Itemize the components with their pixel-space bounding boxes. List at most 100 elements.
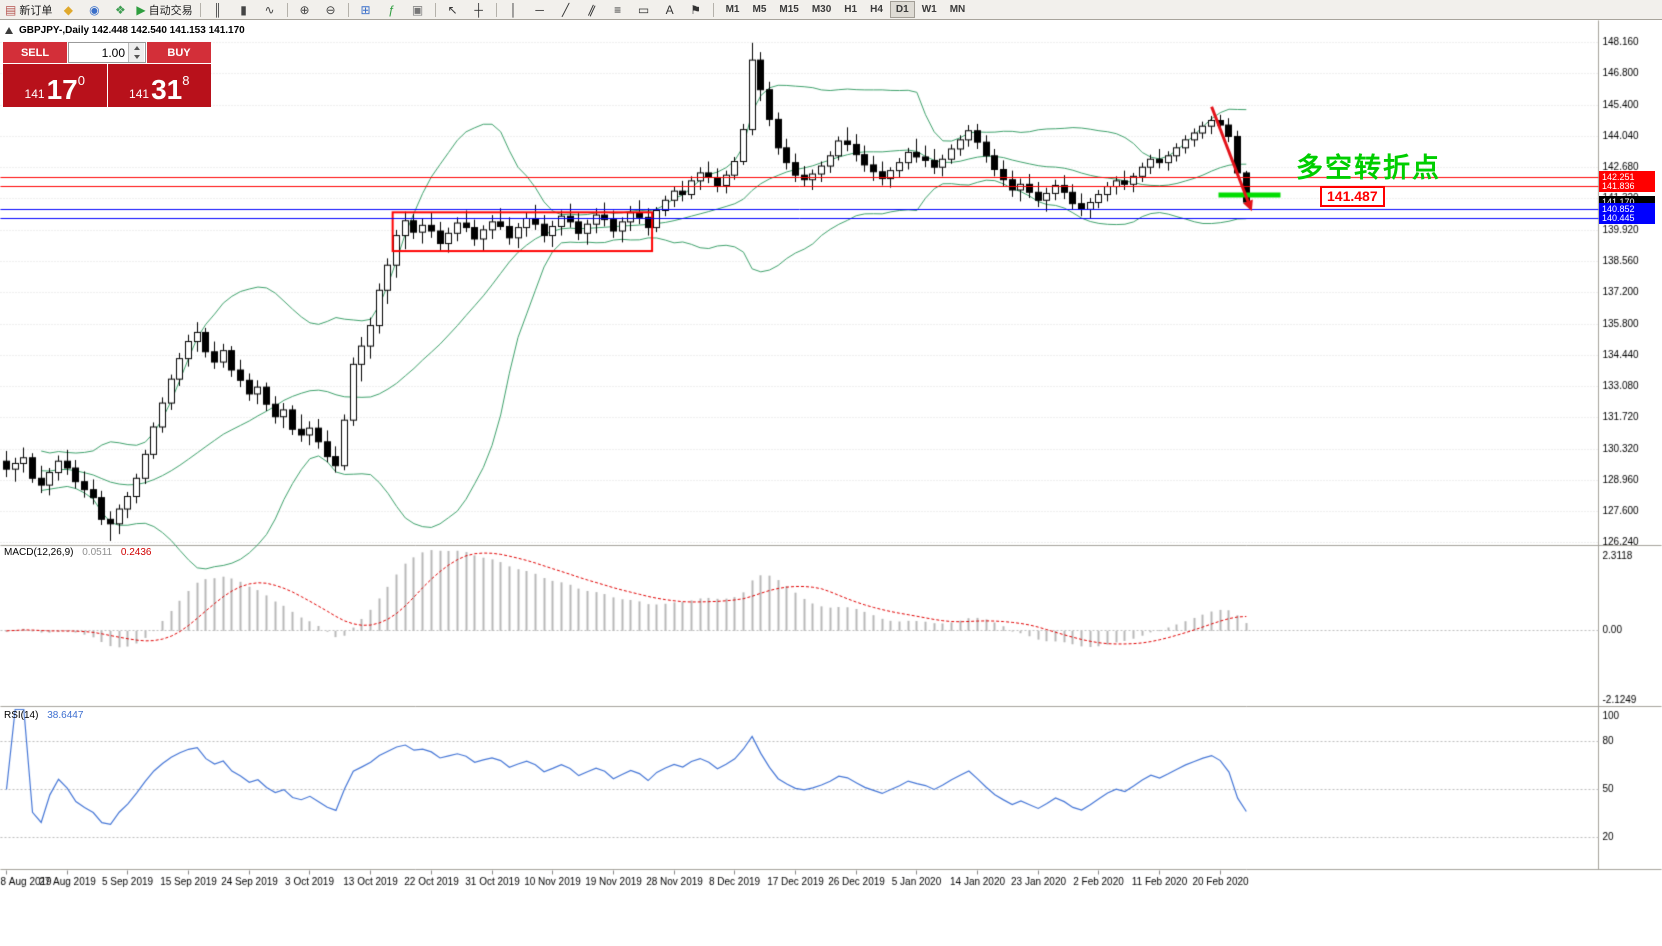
templates-icon: ▣ bbox=[411, 2, 424, 17]
one-click-price-row: 141 17 0 141 31 8 bbox=[3, 64, 211, 107]
fibonacci-button[interactable]: ≡ bbox=[605, 1, 631, 19]
one-click-trading-panel: SELL BUY 141 17 0 141 31 8 bbox=[3, 42, 211, 107]
zoom-out-icon: ⊖ bbox=[325, 2, 336, 17]
rsi-value: 38.6447 bbox=[47, 710, 84, 721]
timeframe-h4-button[interactable]: H4 bbox=[870, 4, 883, 15]
toolbar-separator bbox=[495, 2, 497, 17]
timeframe-m1-button[interactable]: M1 bbox=[725, 4, 740, 15]
rsi-indicator-label: RSI(14) 38.6447 bbox=[4, 710, 83, 721]
sell-price-display[interactable]: 141 17 0 bbox=[3, 64, 107, 107]
shapes-icon: ▭ bbox=[637, 2, 650, 17]
vertical-line-icon: │ bbox=[509, 2, 518, 17]
price-tag: 141.836 bbox=[1599, 180, 1655, 192]
turning-point-annotation: 多空转折点 bbox=[1296, 153, 1441, 183]
buy-price-pips: 31 bbox=[151, 74, 183, 105]
level-price-callout: 141.487 bbox=[1320, 186, 1385, 207]
volume-input[interactable] bbox=[69, 43, 128, 62]
autotrade-button-label: 自动交易 bbox=[148, 4, 193, 17]
trendline-icon: ╱ bbox=[561, 2, 570, 17]
horizontal-line-button[interactable]: ─ bbox=[527, 1, 553, 19]
toolbar-separator bbox=[712, 2, 714, 17]
price-tag: 140.445 bbox=[1599, 212, 1655, 224]
cursor-button[interactable]: ↖ bbox=[440, 1, 466, 19]
autotrade-play-icon: ▶ bbox=[136, 2, 146, 17]
buy-price-point: 8 bbox=[182, 73, 190, 88]
timeframe-group: M1 M5 M15 M30 H1 H4 D1 W1 MN bbox=[720, 1, 973, 18]
zoom-in-icon: ⊕ bbox=[299, 2, 310, 17]
rsi-name: RSI(14) bbox=[4, 710, 39, 721]
candlestick-icon: ▮ bbox=[240, 2, 247, 17]
market-watch-button[interactable]: ◉ bbox=[81, 1, 107, 19]
symbol-header: GBPJPY-,Daily 142.448 142.540 141.153 14… bbox=[5, 25, 245, 36]
vertical-line-button[interactable]: │ bbox=[501, 1, 527, 19]
arrow-flag-icon: ⚑ bbox=[690, 2, 701, 17]
one-click-top-row: SELL BUY bbox=[3, 42, 211, 63]
volume-down-icon[interactable] bbox=[129, 52, 144, 62]
indicators-icon: ƒ bbox=[388, 2, 395, 17]
macd-indicator-label: MACD(12,26,9) 0.0511 0.2436 bbox=[4, 547, 151, 558]
fibonacci-icon: ≡ bbox=[614, 2, 622, 17]
volume-spinners bbox=[128, 43, 144, 62]
zoom-in-button[interactable]: ⊕ bbox=[292, 1, 318, 19]
navigator-icon: ❖ bbox=[114, 2, 126, 17]
timeframe-mn-button[interactable]: MN bbox=[949, 4, 966, 15]
sell-price-figure: 141 bbox=[24, 87, 45, 101]
metaeditor-button[interactable]: ◆ bbox=[55, 1, 81, 19]
horizontal-line-icon: ─ bbox=[535, 2, 544, 17]
line-chart-icon: ∿ bbox=[264, 2, 275, 17]
timeframe-m5-button[interactable]: M5 bbox=[752, 4, 767, 15]
tile-windows-icon: ⊞ bbox=[360, 2, 371, 17]
text-button[interactable]: A bbox=[657, 1, 683, 19]
toolbar-separator bbox=[347, 2, 349, 17]
macd-main-value: 0.0511 bbox=[82, 547, 113, 558]
macd-name: MACD(12,26,9) bbox=[4, 547, 74, 558]
metaeditor-icon: ◆ bbox=[63, 2, 73, 17]
tile-windows-button[interactable]: ⊞ bbox=[353, 1, 379, 19]
new-order-button[interactable]: ▤ 新订单 bbox=[2, 1, 55, 19]
market-watch-icon: ◉ bbox=[89, 2, 100, 17]
arrows-button[interactable]: ⚑ bbox=[683, 1, 709, 19]
crosshair-icon: ┼ bbox=[474, 2, 483, 17]
symbol-ohlc-text: GBPJPY-,Daily 142.448 142.540 141.153 14… bbox=[19, 25, 245, 36]
timeframe-h1-button[interactable]: H1 bbox=[844, 4, 858, 15]
channel-icon: ∥ bbox=[585, 1, 598, 18]
one-click-collapse-icon[interactable] bbox=[5, 27, 13, 34]
templates-button[interactable]: ▣ bbox=[405, 1, 431, 19]
toolbar-separator bbox=[199, 2, 201, 17]
cursor-icon: ↖ bbox=[447, 2, 458, 17]
text-icon: A bbox=[665, 2, 674, 17]
buy-price-display[interactable]: 141 31 8 bbox=[107, 64, 211, 107]
navigator-button[interactable]: ❖ bbox=[107, 1, 133, 19]
toolbar-buttons: ▤ 新订单 ◆ ◉ ❖ ▶ 自动交易 ║ ▮ ∿ ⊕ ⊖ ⊞ ƒ ▣ ↖ ┼ │ ─ ╱ ∥ ≡ ▭ A ⚑ bbox=[2, 0, 718, 19]
sell-button[interactable]: SELL bbox=[3, 42, 67, 63]
buy-button[interactable]: BUY bbox=[147, 42, 211, 63]
new-order-icon: ▤ bbox=[5, 2, 17, 17]
timeframe-w1-button[interactable]: W1 bbox=[921, 4, 937, 15]
indicators-button[interactable]: ƒ bbox=[379, 1, 405, 19]
shapes-button[interactable]: ▭ bbox=[631, 1, 657, 19]
macd-signal-value: 0.2436 bbox=[120, 547, 152, 558]
toolbar-separator bbox=[286, 2, 288, 17]
candlestick-chart-button[interactable]: ▮ bbox=[231, 1, 257, 19]
volume-stepper bbox=[68, 42, 146, 63]
toolbar: ▤ 新订单 ◆ ◉ ❖ ▶ 自动交易 ║ ▮ ∿ ⊕ ⊖ ⊞ ƒ ▣ ↖ ┼ │ ─ ╱ ∥ ≡ ▭ A ⚑ M1 M5 M15 M3… bbox=[0, 0, 1662, 20]
line-chart-button[interactable]: ∿ bbox=[257, 1, 283, 19]
autotrade-button[interactable]: ▶ 自动交易 bbox=[133, 1, 195, 19]
sell-price-pips: 17 bbox=[46, 74, 78, 105]
timeframe-d1-button[interactable]: D1 bbox=[889, 1, 915, 18]
sell-price-point: 0 bbox=[77, 73, 85, 88]
volume-up-icon[interactable] bbox=[129, 43, 144, 53]
channel-button[interactable]: ∥ bbox=[579, 1, 605, 19]
buy-price-figure: 141 bbox=[129, 87, 150, 101]
toolbar-separator bbox=[434, 2, 436, 17]
bar-chart-icon: ║ bbox=[213, 2, 222, 17]
zoom-out-button[interactable]: ⊖ bbox=[318, 1, 344, 19]
timeframe-m15-button[interactable]: M15 bbox=[779, 4, 799, 15]
new-order-button-label: 新订单 bbox=[19, 4, 53, 17]
trendline-button[interactable]: ╱ bbox=[553, 1, 579, 19]
crosshair-button[interactable]: ┼ bbox=[466, 1, 492, 19]
timeframe-m30-button[interactable]: M30 bbox=[811, 4, 832, 15]
bar-chart-button[interactable]: ║ bbox=[205, 1, 231, 19]
